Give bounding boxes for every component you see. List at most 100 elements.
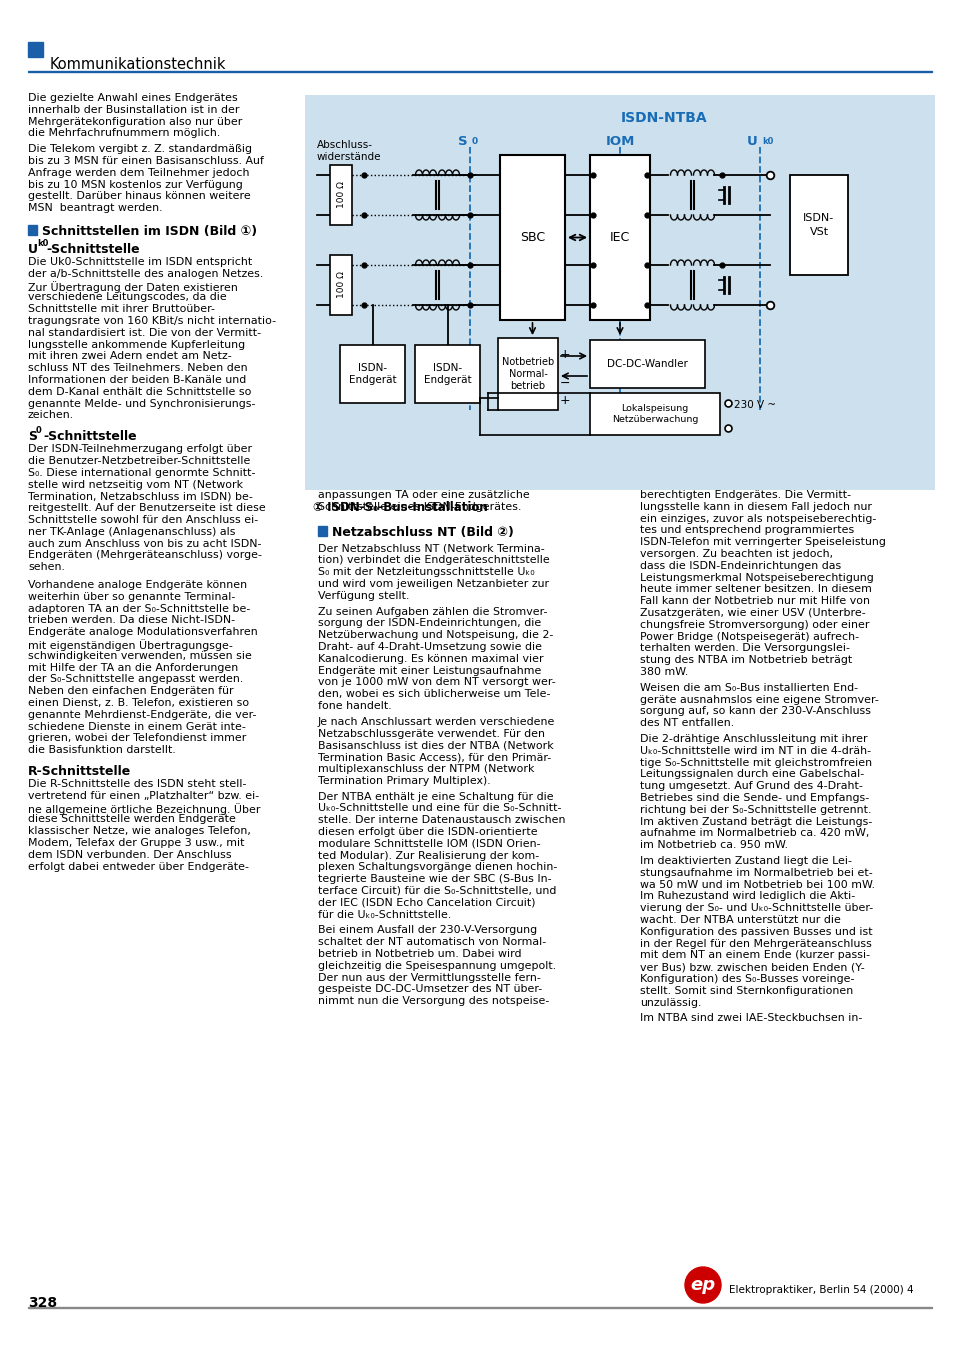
Text: berechtigten Endgerätes. Die Vermitt-: berechtigten Endgerätes. Die Vermitt- bbox=[640, 490, 852, 500]
Text: auch zum Anschluss von bis zu acht ISDN-: auch zum Anschluss von bis zu acht ISDN- bbox=[28, 538, 261, 549]
Text: Lokalspeisung
Netzüberwachung: Lokalspeisung Netzüberwachung bbox=[612, 404, 698, 424]
Text: betrieb in Notbetrieb um. Dabei wird: betrieb in Notbetrieb um. Dabei wird bbox=[318, 950, 521, 959]
Text: Notbetrieb
Normal-
betrieb: Notbetrieb Normal- betrieb bbox=[502, 356, 554, 391]
Text: Die R-Schnittstelle des ISDN steht stell-: Die R-Schnittstelle des ISDN steht stell… bbox=[28, 779, 247, 790]
Text: gleichzeitig die Speisespannung umgepolt.: gleichzeitig die Speisespannung umgepolt… bbox=[318, 960, 556, 971]
Text: Informationen der beiden B-Kanäle und: Informationen der beiden B-Kanäle und bbox=[28, 375, 247, 385]
Text: adaptoren TA an der S₀-Schnittstelle be-: adaptoren TA an der S₀-Schnittstelle be- bbox=[28, 604, 251, 613]
Text: lungsstelle kann in diesem Fall jedoch nur: lungsstelle kann in diesem Fall jedoch n… bbox=[640, 502, 872, 512]
Text: Bei einem Ausfall der 230-V-Versorgung: Bei einem Ausfall der 230-V-Versorgung bbox=[318, 925, 538, 935]
Text: Je nach Anschlussart werden verschiedene: Je nach Anschlussart werden verschiedene bbox=[318, 717, 556, 726]
Text: bis zu 3 MSN für einen Basisanschluss. Auf: bis zu 3 MSN für einen Basisanschluss. A… bbox=[28, 156, 264, 165]
Text: 0: 0 bbox=[36, 426, 41, 436]
Text: des NT entfallen.: des NT entfallen. bbox=[640, 718, 734, 728]
Text: mit eigenständigen Übertragungsge-: mit eigenständigen Übertragungsge- bbox=[28, 639, 233, 651]
Text: Die gezielte Anwahl eines Endgerätes: Die gezielte Anwahl eines Endgerätes bbox=[28, 93, 238, 104]
Text: Termination, Netzabschluss im ISDN) be-: Termination, Netzabschluss im ISDN) be- bbox=[28, 491, 252, 502]
Text: die Basisfunktion darstellt.: die Basisfunktion darstellt. bbox=[28, 745, 176, 755]
Text: weiterhin über so genannte Terminal-: weiterhin über so genannte Terminal- bbox=[28, 592, 235, 601]
Text: richtung bei der S₀-Schnittstelle getrennt.: richtung bei der S₀-Schnittstelle getren… bbox=[640, 804, 872, 815]
Text: aufnahme im Normalbetrieb ca. 420 mW,: aufnahme im Normalbetrieb ca. 420 mW, bbox=[640, 829, 870, 838]
Text: vertretend für einen „Platzhalter“ bzw. ei-: vertretend für einen „Platzhalter“ bzw. … bbox=[28, 791, 259, 800]
Text: terface Circuit) für die S₀-Schnittstelle, und: terface Circuit) für die S₀-Schnittstell… bbox=[318, 886, 557, 896]
Circle shape bbox=[685, 1267, 721, 1303]
Bar bbox=[590, 393, 720, 434]
Text: dass die ISDN-Endeinrichtungen das: dass die ISDN-Endeinrichtungen das bbox=[640, 561, 841, 570]
Text: Mehrgerätekonfiguration also nur über: Mehrgerätekonfiguration also nur über bbox=[28, 117, 242, 126]
Text: ISDN-Telefon mit verringerter Speiseleistung: ISDN-Telefon mit verringerter Speiseleis… bbox=[640, 537, 886, 547]
Text: Weisen die am S₀-Bus installierten End-: Weisen die am S₀-Bus installierten End- bbox=[640, 683, 858, 693]
Text: Uₖ₀-Schnittstelle und eine für die S₀-Schnitt-: Uₖ₀-Schnittstelle und eine für die S₀-Sc… bbox=[318, 803, 562, 814]
Text: versorgen. Zu beachten ist jedoch,: versorgen. Zu beachten ist jedoch, bbox=[640, 549, 833, 560]
Text: SBC: SBC bbox=[520, 231, 545, 243]
Text: genannte Mehrdienst-Endgeräte, die ver-: genannte Mehrdienst-Endgeräte, die ver- bbox=[28, 710, 256, 720]
Text: Zur Übertragung der Daten existieren: Zur Übertragung der Daten existieren bbox=[28, 281, 238, 292]
Text: unzulässig.: unzulässig. bbox=[640, 998, 702, 1007]
Text: der a/b-Schnittstelle des analogen Netzes.: der a/b-Schnittstelle des analogen Netze… bbox=[28, 269, 263, 278]
Text: Termination Basic Access), für den Primär-: Termination Basic Access), für den Primä… bbox=[318, 752, 551, 763]
Text: Schnittstelle eines ISDN-Endgerätes.: Schnittstelle eines ISDN-Endgerätes. bbox=[318, 502, 521, 512]
Text: 100 Ω: 100 Ω bbox=[337, 272, 346, 299]
Bar bbox=[330, 165, 352, 225]
Text: Schnittstellen im ISDN (Bild ①): Schnittstellen im ISDN (Bild ①) bbox=[42, 225, 257, 238]
Text: schluss NT des Teilnehmers. Neben den: schluss NT des Teilnehmers. Neben den bbox=[28, 363, 248, 373]
Text: wa 50 mW und im Notbetrieb bei 100 mW.: wa 50 mW und im Notbetrieb bei 100 mW. bbox=[640, 880, 875, 889]
Text: stung des NTBA im Notbetrieb beträgt: stung des NTBA im Notbetrieb beträgt bbox=[640, 655, 852, 666]
Text: Im Ruhezustand wird lediglich die Akti-: Im Ruhezustand wird lediglich die Akti- bbox=[640, 892, 855, 901]
Text: ein einziges, zuvor als notspeiseberechtig-: ein einziges, zuvor als notspeiseberecht… bbox=[640, 514, 876, 523]
Text: ep: ep bbox=[690, 1276, 715, 1294]
Text: Die Uk0-Schnittstelle im ISDN entspricht: Die Uk0-Schnittstelle im ISDN entspricht bbox=[28, 257, 252, 268]
Bar bbox=[330, 256, 352, 315]
Text: mit Hilfe der TA an die Anforderungen: mit Hilfe der TA an die Anforderungen bbox=[28, 663, 238, 672]
Text: -Schnittstelle: -Schnittstelle bbox=[43, 430, 136, 444]
Bar bbox=[790, 175, 848, 274]
Text: chungsfreie Stromversorgung) oder einer: chungsfreie Stromversorgung) oder einer bbox=[640, 620, 870, 629]
Text: ted Modular). Zur Realisierung der kom-: ted Modular). Zur Realisierung der kom- bbox=[318, 850, 540, 861]
Text: S₀. Diese international genormte Schnitt-: S₀. Diese international genormte Schnitt… bbox=[28, 468, 255, 477]
Text: multiplexanschluss der NTPM (Network: multiplexanschluss der NTPM (Network bbox=[318, 764, 535, 773]
Text: Der nun aus der Vermittlungsstelle fern-: Der nun aus der Vermittlungsstelle fern- bbox=[318, 972, 540, 983]
Text: im Notbetrieb ca. 950 mW.: im Notbetrieb ca. 950 mW. bbox=[640, 841, 788, 850]
Text: heute immer seltener besitzen. In diesem: heute immer seltener besitzen. In diesem bbox=[640, 584, 872, 594]
Text: Zusatzgeräten, wie einer USV (Unterbre-: Zusatzgeräten, wie einer USV (Unterbre- bbox=[640, 608, 866, 617]
Text: nimmt nun die Versorgung des notspeise-: nimmt nun die Versorgung des notspeise- bbox=[318, 997, 549, 1006]
Text: Leitungssignalen durch eine Gabelschal-: Leitungssignalen durch eine Gabelschal- bbox=[640, 769, 864, 779]
Text: 380 mW.: 380 mW. bbox=[640, 667, 688, 677]
Text: Termination Primary Multiplex).: Termination Primary Multiplex). bbox=[318, 776, 491, 785]
Text: ISDN-
Endgerät: ISDN- Endgerät bbox=[423, 363, 471, 385]
Bar bbox=[498, 338, 558, 410]
Text: schaltet der NT automatisch von Normal-: schaltet der NT automatisch von Normal- bbox=[318, 937, 546, 947]
Text: ISDN-NTBA: ISDN-NTBA bbox=[621, 112, 708, 125]
Text: Netzüberwachung und Notspeisung, die 2-: Netzüberwachung und Notspeisung, die 2- bbox=[318, 631, 553, 640]
Text: Netzabschluss NT (Bild ②): Netzabschluss NT (Bild ②) bbox=[332, 526, 514, 538]
Text: Elektropraktiker, Berlin 54 (2000) 4: Elektropraktiker, Berlin 54 (2000) 4 bbox=[729, 1284, 914, 1295]
Text: Konfiguration) des S₀-Busses voreinge-: Konfiguration) des S₀-Busses voreinge- bbox=[640, 974, 854, 985]
Text: −: − bbox=[560, 377, 570, 390]
Text: erfolgt dabei entweder über Endgeräte-: erfolgt dabei entweder über Endgeräte- bbox=[28, 862, 249, 872]
Text: geräte ausnahmslos eine eigene Stromver-: geräte ausnahmslos eine eigene Stromver- bbox=[640, 694, 878, 705]
Text: fone handelt.: fone handelt. bbox=[318, 701, 392, 712]
Text: stellt. Somit sind Sternkonfigurationen: stellt. Somit sind Sternkonfigurationen bbox=[640, 986, 853, 995]
Text: Leistungsmerkmal Notspeiseberechtigung: Leistungsmerkmal Notspeiseberechtigung bbox=[640, 573, 874, 582]
Text: schiedene Dienste in einem Gerät inte-: schiedene Dienste in einem Gerät inte- bbox=[28, 722, 246, 732]
Text: +: + bbox=[560, 347, 570, 360]
Text: und wird vom jeweiligen Netzanbieter zur: und wird vom jeweiligen Netzanbieter zur bbox=[318, 578, 549, 589]
Text: IEC: IEC bbox=[610, 231, 630, 243]
Text: trieben werden. Da diese Nicht-ISDN-: trieben werden. Da diese Nicht-ISDN- bbox=[28, 616, 235, 625]
Bar bbox=[28, 1306, 932, 1307]
Text: R-Schnittstelle: R-Schnittstelle bbox=[28, 765, 132, 777]
Text: DC-DC-Wandler: DC-DC-Wandler bbox=[607, 359, 688, 369]
Text: modulare Schnittstelle IOM (ISDN Orien-: modulare Schnittstelle IOM (ISDN Orien- bbox=[318, 839, 540, 849]
Text: Im deaktivierten Zustand liegt die Lei-: Im deaktivierten Zustand liegt die Lei- bbox=[640, 855, 852, 866]
Text: Endgeräten (Mehrgeräteanschluss) vorge-: Endgeräten (Mehrgeräteanschluss) vorge- bbox=[28, 550, 262, 561]
Text: dem D-Kanal enthält die Schnittstelle so: dem D-Kanal enthält die Schnittstelle so bbox=[28, 387, 252, 397]
Bar bbox=[28, 42, 43, 56]
Text: tegrierte Bausteine wie der SBC (S-Bus In-: tegrierte Bausteine wie der SBC (S-Bus I… bbox=[318, 874, 552, 884]
Text: Schnittstelle sowohl für den Anschluss ei-: Schnittstelle sowohl für den Anschluss e… bbox=[28, 515, 258, 525]
Text: U: U bbox=[747, 134, 758, 148]
Text: stelle. Der interne Datenaustausch zwischen: stelle. Der interne Datenaustausch zwisc… bbox=[318, 815, 565, 826]
Text: Der NTBA enthält je eine Schaltung für die: Der NTBA enthält je eine Schaltung für d… bbox=[318, 792, 554, 802]
Text: ① ISDN-S₀-Bus-Installation: ① ISDN-S₀-Bus-Installation bbox=[313, 500, 488, 514]
Text: den, wobei es sich üblicherweise um Tele-: den, wobei es sich üblicherweise um Tele… bbox=[318, 689, 550, 699]
Text: ver Bus) bzw. zwischen beiden Enden (Y-: ver Bus) bzw. zwischen beiden Enden (Y- bbox=[640, 962, 865, 972]
